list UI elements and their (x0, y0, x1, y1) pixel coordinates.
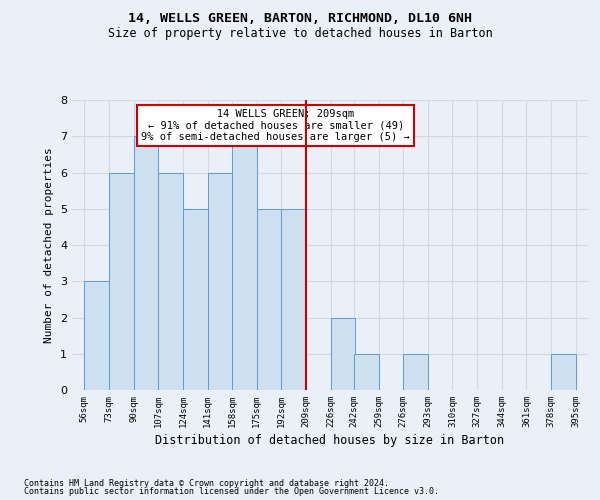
Bar (331, 318, 355, 390)
Bar (232, 136, 257, 390)
Bar (134, 136, 158, 390)
Bar (158, 172, 183, 390)
Text: Contains public sector information licensed under the Open Government Licence v3: Contains public sector information licen… (24, 487, 439, 496)
Bar (257, 209, 281, 390)
Bar (109, 172, 134, 390)
X-axis label: Distribution of detached houses by size in Barton: Distribution of detached houses by size … (155, 434, 505, 447)
Bar (403, 354, 428, 390)
Text: Contains HM Land Registry data © Crown copyright and database right 2024.: Contains HM Land Registry data © Crown c… (24, 478, 389, 488)
Bar (183, 209, 208, 390)
Bar (551, 354, 575, 390)
Text: 14, WELLS GREEN, BARTON, RICHMOND, DL10 6NH: 14, WELLS GREEN, BARTON, RICHMOND, DL10 … (128, 12, 472, 26)
Bar (85, 281, 109, 390)
Bar (208, 172, 232, 390)
Text: 14 WELLS GREEN: 209sqm
← 91% of detached houses are smaller (49)
9% of semi-deta: 14 WELLS GREEN: 209sqm ← 91% of detached… (142, 108, 410, 142)
Bar (354, 354, 379, 390)
Y-axis label: Number of detached properties: Number of detached properties (44, 147, 55, 343)
Text: Size of property relative to detached houses in Barton: Size of property relative to detached ho… (107, 28, 493, 40)
Bar (281, 209, 306, 390)
